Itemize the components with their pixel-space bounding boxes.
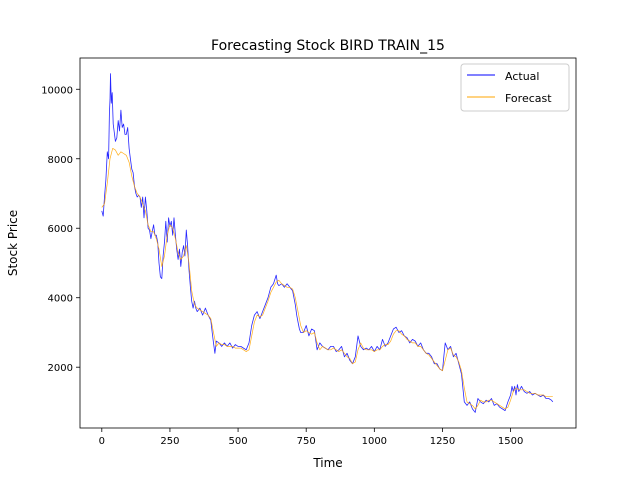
x-axis: 0 250 500 750 1000 1250 1500 [99,428,523,447]
series-line-forecast [101,147,553,410]
x-tick-label: 1250 [430,436,455,447]
plot-area [79,57,577,429]
axes-background [80,58,576,428]
legend-frame [460,63,570,112]
y-tick-label: 2000 [48,363,73,374]
y-tick-label: 4000 [48,294,73,305]
y-tick-label: 8000 [48,155,73,166]
x-tick-label: 500 [229,436,248,447]
y-tick-label: 10000 [41,85,73,96]
x-tick-label: 750 [297,436,316,447]
legend-label-forecast: Forecast [505,92,552,105]
x-tick-label: 250 [160,436,179,447]
legend: Actual Forecast [460,63,570,112]
y-axis: 2000 4000 6000 8000 10000 [41,85,80,374]
axes-frame [79,57,577,429]
chart-title: Forecasting Stock BIRD TRAIN_15 [211,38,445,54]
y-tick-label: 6000 [48,224,73,235]
x-tick-label: 0 [99,436,105,447]
x-tick-label: 1500 [498,436,523,447]
series-line-actual [101,73,554,413]
legend-label-actual: Actual [505,70,539,83]
y-axis-label: Stock Price [6,210,20,276]
x-axis-label: Time [312,456,342,470]
x-tick-label: 1000 [362,436,387,447]
series-layer [101,73,554,413]
